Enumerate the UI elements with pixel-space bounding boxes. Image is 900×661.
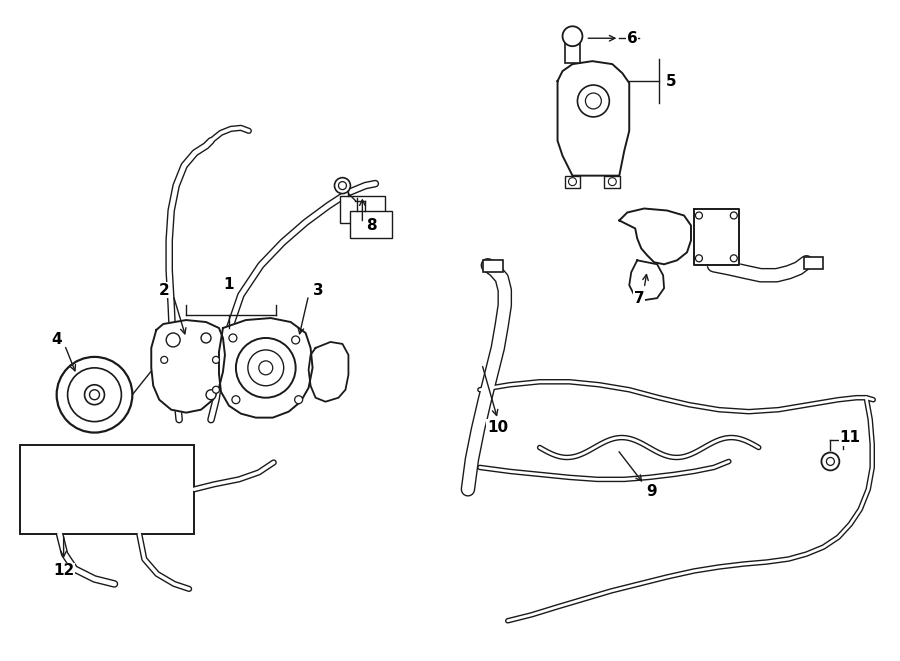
Circle shape [608,178,617,186]
Circle shape [335,178,350,194]
Circle shape [229,334,237,342]
Circle shape [569,178,577,186]
Polygon shape [694,208,739,265]
Bar [483,260,503,272]
Circle shape [730,212,737,219]
Circle shape [89,390,100,400]
Text: 5: 5 [666,73,677,89]
Polygon shape [619,208,691,264]
Text: 10: 10 [487,420,508,435]
Circle shape [248,350,284,386]
Text: 2: 2 [158,283,169,297]
Circle shape [292,336,300,344]
Circle shape [338,182,346,190]
Circle shape [201,333,211,343]
Circle shape [68,368,122,422]
Circle shape [259,361,273,375]
Polygon shape [309,342,348,402]
Circle shape [232,396,240,404]
Circle shape [585,93,601,109]
Polygon shape [557,61,629,176]
Text: 11: 11 [840,430,860,445]
Circle shape [85,385,104,405]
Circle shape [826,457,834,465]
Circle shape [206,390,216,400]
Circle shape [161,356,167,364]
Circle shape [236,338,296,398]
Text: 4: 4 [51,332,62,348]
Circle shape [696,212,702,219]
Bar [20,444,194,534]
Text: 6: 6 [627,30,637,46]
Text: 1: 1 [224,277,234,292]
Circle shape [294,396,302,404]
Circle shape [212,356,220,364]
Circle shape [562,26,582,46]
Text: 12: 12 [53,563,75,578]
Bar [564,41,580,63]
Text: 8: 8 [366,218,376,233]
Bar [564,176,580,188]
Polygon shape [219,318,312,418]
Bar [804,257,824,269]
Text: 3: 3 [313,283,324,297]
Polygon shape [629,260,664,300]
Circle shape [730,255,737,262]
Bar [350,210,392,239]
Circle shape [166,333,180,347]
Circle shape [57,357,132,432]
Bar [604,176,620,188]
Circle shape [696,255,702,262]
Circle shape [578,85,609,117]
Bar [340,196,385,223]
Polygon shape [151,320,225,412]
Text: 9: 9 [646,484,656,499]
Text: 7: 7 [634,291,644,305]
Circle shape [212,386,220,393]
Circle shape [822,453,840,471]
